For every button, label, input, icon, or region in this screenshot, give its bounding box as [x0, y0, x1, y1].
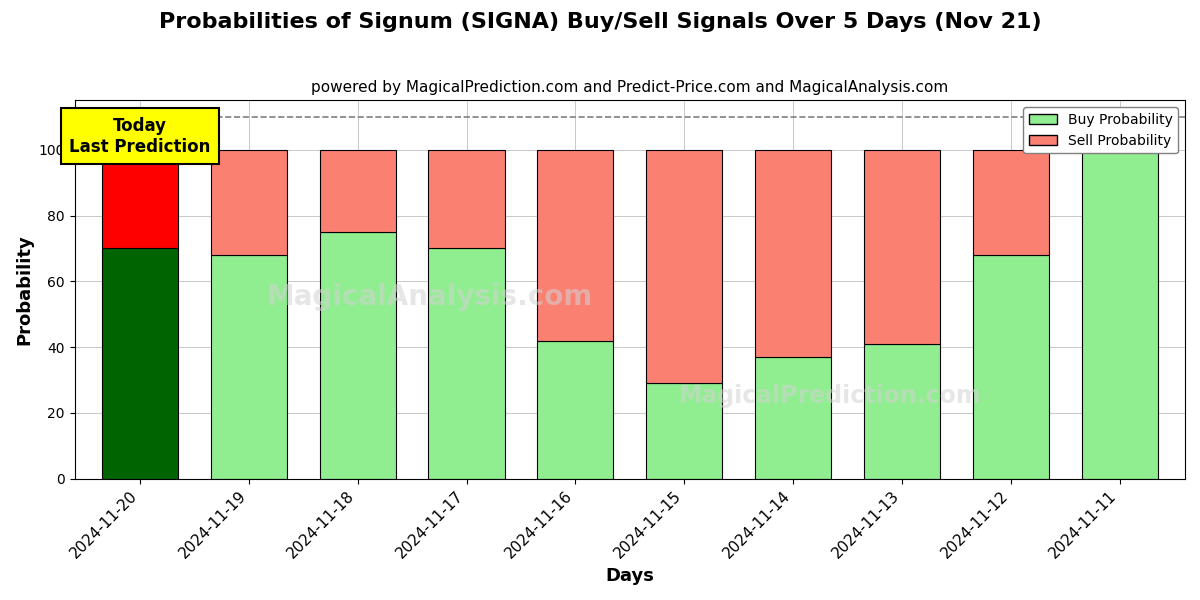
Bar: [102, 149, 178, 248]
Bar: [319, 232, 396, 479]
Bar: [864, 149, 940, 344]
Y-axis label: Probability: Probability: [16, 234, 34, 345]
Bar: [211, 255, 287, 479]
Bar: [102, 248, 178, 479]
Bar: [538, 341, 613, 479]
Text: MagicalPrediction.com: MagicalPrediction.com: [678, 383, 982, 407]
Bar: [973, 149, 1049, 255]
Bar: [319, 149, 396, 232]
Bar: [973, 255, 1049, 479]
Text: MagicalAnalysis.com: MagicalAnalysis.com: [266, 283, 593, 311]
Bar: [428, 149, 505, 248]
Bar: [646, 383, 722, 479]
Bar: [755, 357, 832, 479]
Bar: [646, 149, 722, 383]
Legend: Buy Probability, Sell Probability: Buy Probability, Sell Probability: [1024, 107, 1178, 154]
X-axis label: Days: Days: [605, 567, 654, 585]
Bar: [864, 344, 940, 479]
Title: powered by MagicalPrediction.com and Predict-Price.com and MagicalAnalysis.com: powered by MagicalPrediction.com and Pre…: [311, 80, 948, 95]
Bar: [538, 149, 613, 341]
Text: Probabilities of Signum (SIGNA) Buy/Sell Signals Over 5 Days (Nov 21): Probabilities of Signum (SIGNA) Buy/Sell…: [158, 12, 1042, 32]
Bar: [1081, 149, 1158, 479]
Text: Today
Last Prediction: Today Last Prediction: [70, 117, 211, 155]
Bar: [211, 149, 287, 255]
Bar: [755, 149, 832, 357]
Bar: [428, 248, 505, 479]
